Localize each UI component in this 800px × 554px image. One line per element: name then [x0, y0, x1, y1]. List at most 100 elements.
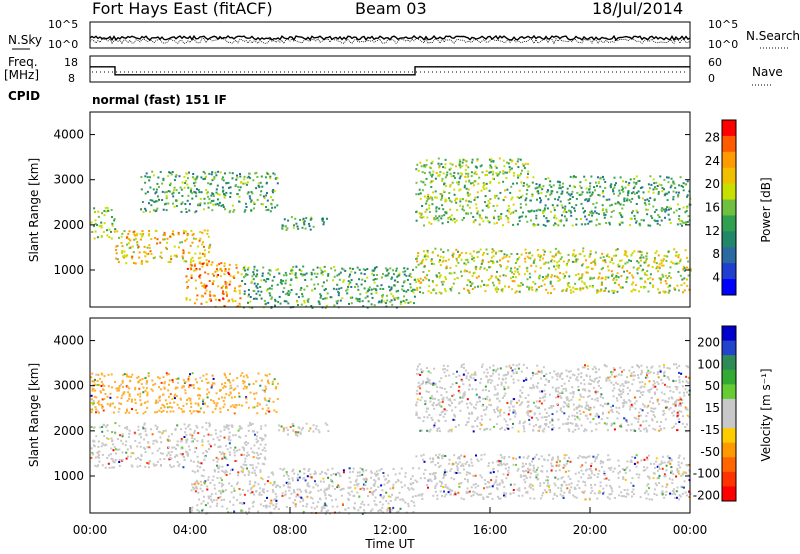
echo-cell — [615, 249, 618, 252]
echo-cell — [676, 284, 679, 287]
echo-cell — [294, 503, 297, 506]
echo-cell — [229, 192, 232, 195]
echo-cell — [126, 399, 129, 402]
echo-cell — [122, 255, 125, 258]
echo-cell — [546, 475, 549, 478]
echo-cell — [534, 224, 537, 226]
echo-cell — [187, 375, 190, 378]
echo-cell — [131, 245, 134, 248]
echo-cell — [669, 222, 672, 224]
echo-cell — [486, 480, 489, 483]
echo-cell — [304, 490, 307, 492]
echo-cell — [138, 441, 141, 444]
echo-cell — [498, 464, 501, 467]
echo-cell — [628, 259, 630, 262]
echo-cell — [189, 428, 192, 431]
echo-cell — [297, 431, 300, 434]
echo-cell — [572, 185, 575, 188]
echo-cell — [402, 289, 405, 292]
echo-cell — [679, 258, 682, 261]
echo-cell — [269, 273, 272, 276]
echo-cell — [129, 379, 132, 382]
echo-cell — [164, 399, 167, 402]
echo-cell — [253, 265, 256, 268]
echo-cell — [271, 296, 273, 299]
echo-cell — [543, 262, 546, 265]
echo-cell — [492, 170, 495, 173]
echo-cell — [221, 505, 224, 508]
echo-cell — [483, 188, 486, 191]
echo-cell — [205, 192, 208, 195]
echo-cell — [251, 491, 254, 494]
echo-cell — [175, 199, 178, 202]
echo-cell — [509, 483, 512, 486]
echo-cell — [423, 265, 426, 268]
echo-cell — [307, 298, 310, 301]
echo-cell — [389, 511, 392, 514]
echo-cell — [212, 499, 215, 502]
echo-cell — [497, 464, 500, 466]
echo-cell — [520, 181, 523, 184]
echo-cell — [603, 491, 606, 494]
echo-cell — [416, 288, 419, 291]
echo-cell — [447, 217, 450, 220]
echo-cell — [177, 377, 180, 380]
echo-cell — [553, 260, 556, 263]
echo-cell — [299, 433, 302, 435]
echo-cell — [132, 452, 135, 455]
echo-cell — [234, 300, 237, 303]
echo-cell — [462, 498, 465, 501]
echo-cell — [98, 377, 101, 380]
echo-cell — [616, 248, 619, 251]
echo-cell — [576, 288, 579, 290]
echo-cell — [436, 217, 439, 220]
echo-cell — [562, 260, 565, 263]
echo-cell — [608, 223, 611, 226]
echo-cell — [665, 469, 668, 472]
echo-cell — [517, 174, 520, 177]
echo-cell — [96, 451, 99, 454]
echo-cell — [666, 277, 669, 280]
echo-cell — [158, 447, 161, 450]
echo-cell — [479, 493, 482, 496]
echo-cell — [644, 273, 647, 276]
echo-cell — [163, 382, 166, 385]
echo-cell — [226, 507, 229, 510]
echo-cell — [246, 489, 249, 492]
echo-cell — [380, 509, 383, 512]
echo-cell — [672, 181, 675, 184]
echo-cell — [669, 266, 672, 269]
echo-cell — [574, 186, 576, 188]
echo-cell — [489, 266, 492, 268]
echo-cell — [158, 377, 161, 380]
echo-cell — [195, 287, 197, 290]
echo-cell — [232, 503, 235, 506]
echo-cell — [232, 300, 234, 303]
echo-cell — [615, 410, 618, 413]
echo-cell — [453, 493, 456, 496]
colorbar-tick-label: 28 — [705, 131, 720, 145]
echo-cell — [371, 272, 374, 275]
echo-cell — [333, 275, 336, 278]
echo-cell — [308, 222, 310, 225]
echo-cell — [499, 454, 502, 456]
echo-cell — [361, 487, 364, 489]
echo-cell — [228, 268, 230, 271]
echo-cell — [590, 220, 593, 223]
echo-cell — [508, 207, 511, 210]
echo-cell — [222, 386, 225, 389]
echo-cell — [219, 410, 222, 413]
echo-cell — [166, 406, 169, 409]
echo-cell — [104, 206, 107, 209]
echo-cell — [374, 488, 377, 491]
echo-cell — [185, 402, 188, 405]
echo-cell — [97, 440, 100, 443]
echo-cell — [364, 280, 367, 283]
echo-cell — [146, 381, 149, 384]
echo-cell — [680, 220, 683, 223]
echo-cell — [256, 404, 259, 407]
echo-cell — [426, 255, 429, 258]
echo-cell — [648, 187, 651, 190]
echo-cell — [424, 469, 427, 471]
echo-cell — [324, 504, 327, 507]
